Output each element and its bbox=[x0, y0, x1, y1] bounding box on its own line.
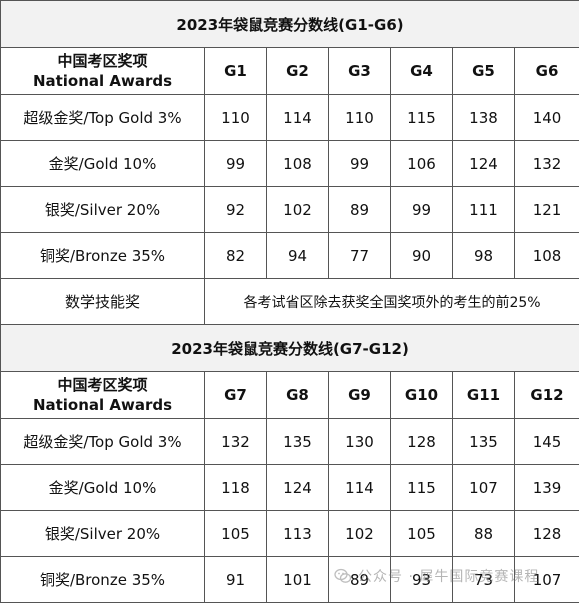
score-cell: 101 bbox=[267, 557, 329, 603]
grade-header: G8 bbox=[267, 372, 329, 419]
skill-award-row: 数学技能奖 各考试省区除去获奖全国奖项外的考生的前25% bbox=[1, 279, 579, 325]
grade-header: G1 bbox=[205, 48, 267, 95]
score-cell: 111 bbox=[453, 187, 515, 233]
score-cell: 102 bbox=[267, 187, 329, 233]
score-cell: 110 bbox=[205, 95, 267, 141]
grade-header: G7 bbox=[205, 372, 267, 419]
score-cell: 99 bbox=[329, 141, 391, 187]
score-cell: 124 bbox=[267, 465, 329, 511]
section1-award-header: 中国考区奖项 National Awards bbox=[1, 48, 205, 95]
award-label: 铜奖/Bronze 35% bbox=[1, 233, 205, 279]
section2-award-header: 中国考区奖项 National Awards bbox=[1, 372, 205, 419]
table-row: 银奖/Silver 20% 92 102 89 99 111 121 bbox=[1, 187, 579, 233]
score-cell: 130 bbox=[329, 419, 391, 465]
score-cell: 124 bbox=[453, 141, 515, 187]
score-cell: 77 bbox=[329, 233, 391, 279]
score-cell: 118 bbox=[205, 465, 267, 511]
score-cell: 108 bbox=[515, 233, 579, 279]
score-cell: 145 bbox=[515, 419, 579, 465]
score-cell: 108 bbox=[267, 141, 329, 187]
award-label: 超级金奖/Top Gold 3% bbox=[1, 419, 205, 465]
grade-header: G12 bbox=[515, 372, 579, 419]
score-cell: 115 bbox=[391, 95, 453, 141]
section2-title: 2023年袋鼠竞赛分数线(G7-G12) bbox=[1, 325, 579, 372]
score-cell: 92 bbox=[205, 187, 267, 233]
award-label: 金奖/Gold 10% bbox=[1, 141, 205, 187]
score-cell: 98 bbox=[453, 233, 515, 279]
award-header-en: National Awards bbox=[1, 395, 204, 415]
score-cell: 107 bbox=[453, 465, 515, 511]
score-cell: 128 bbox=[391, 419, 453, 465]
score-cell: 94 bbox=[267, 233, 329, 279]
table-row: 超级金奖/Top Gold 3% 132 135 130 128 135 145 bbox=[1, 419, 579, 465]
score-cell: 90 bbox=[391, 233, 453, 279]
score-cell: 115 bbox=[391, 465, 453, 511]
award-label: 超级金奖/Top Gold 3% bbox=[1, 95, 205, 141]
watermark: 公众号 · 犀牛国际竞赛课程 bbox=[334, 565, 539, 587]
award-label: 铜奖/Bronze 35% bbox=[1, 557, 205, 603]
award-label: 银奖/Silver 20% bbox=[1, 187, 205, 233]
watermark-text: 公众号 · 犀牛国际竞赛课程 bbox=[358, 566, 539, 586]
score-cell: 91 bbox=[205, 557, 267, 603]
table-row: 银奖/Silver 20% 105 113 102 105 88 128 bbox=[1, 511, 579, 557]
score-cell: 102 bbox=[329, 511, 391, 557]
score-cell: 128 bbox=[515, 511, 579, 557]
score-cell: 132 bbox=[205, 419, 267, 465]
score-cell: 105 bbox=[391, 511, 453, 557]
score-cell: 132 bbox=[515, 141, 579, 187]
grade-header: G5 bbox=[453, 48, 515, 95]
score-cell: 121 bbox=[515, 187, 579, 233]
skill-award-description: 各考试省区除去获奖全国奖项外的考生的前25% bbox=[205, 279, 579, 325]
award-header-en: National Awards bbox=[1, 71, 204, 91]
score-cell: 138 bbox=[453, 95, 515, 141]
table-row: 超级金奖/Top Gold 3% 110 114 110 115 138 140 bbox=[1, 95, 579, 141]
table-row: 金奖/Gold 10% 118 124 114 115 107 139 bbox=[1, 465, 579, 511]
award-header-cn: 中国考区奖项 bbox=[1, 375, 204, 395]
score-cell: 135 bbox=[453, 419, 515, 465]
grade-header: G4 bbox=[391, 48, 453, 95]
skill-award-label: 数学技能奖 bbox=[1, 279, 205, 325]
grade-header: G11 bbox=[453, 372, 515, 419]
award-label: 金奖/Gold 10% bbox=[1, 465, 205, 511]
score-cell: 139 bbox=[515, 465, 579, 511]
score-cell: 99 bbox=[391, 187, 453, 233]
score-cell: 82 bbox=[205, 233, 267, 279]
grade-header: G3 bbox=[329, 48, 391, 95]
score-cell: 105 bbox=[205, 511, 267, 557]
table-row: 铜奖/Bronze 35% 82 94 77 90 98 108 bbox=[1, 233, 579, 279]
score-cell: 88 bbox=[453, 511, 515, 557]
grade-header: G6 bbox=[515, 48, 579, 95]
section1-title-row: 2023年袋鼠竞赛分数线(G1-G6) bbox=[1, 1, 579, 48]
grade-header: G10 bbox=[391, 372, 453, 419]
wechat-icon bbox=[334, 567, 352, 585]
grade-header: G9 bbox=[329, 372, 391, 419]
section1-header-row: 中国考区奖项 National Awards G1 G2 G3 G4 G5 G6 bbox=[1, 48, 579, 95]
score-cell: 135 bbox=[267, 419, 329, 465]
table-row: 金奖/Gold 10% 99 108 99 106 124 132 bbox=[1, 141, 579, 187]
score-cell: 99 bbox=[205, 141, 267, 187]
score-cell: 106 bbox=[391, 141, 453, 187]
section1-title: 2023年袋鼠竞赛分数线(G1-G6) bbox=[1, 1, 579, 48]
section2-header-row: 中国考区奖项 National Awards G7 G8 G9 G10 G11 … bbox=[1, 372, 579, 419]
score-cell: 89 bbox=[329, 187, 391, 233]
score-cell: 140 bbox=[515, 95, 579, 141]
section2-title-row: 2023年袋鼠竞赛分数线(G7-G12) bbox=[1, 325, 579, 372]
score-cell: 114 bbox=[267, 95, 329, 141]
score-cell: 113 bbox=[267, 511, 329, 557]
award-header-cn: 中国考区奖项 bbox=[1, 51, 204, 71]
grade-header: G2 bbox=[267, 48, 329, 95]
award-label: 银奖/Silver 20% bbox=[1, 511, 205, 557]
score-cell: 110 bbox=[329, 95, 391, 141]
score-cell: 114 bbox=[329, 465, 391, 511]
